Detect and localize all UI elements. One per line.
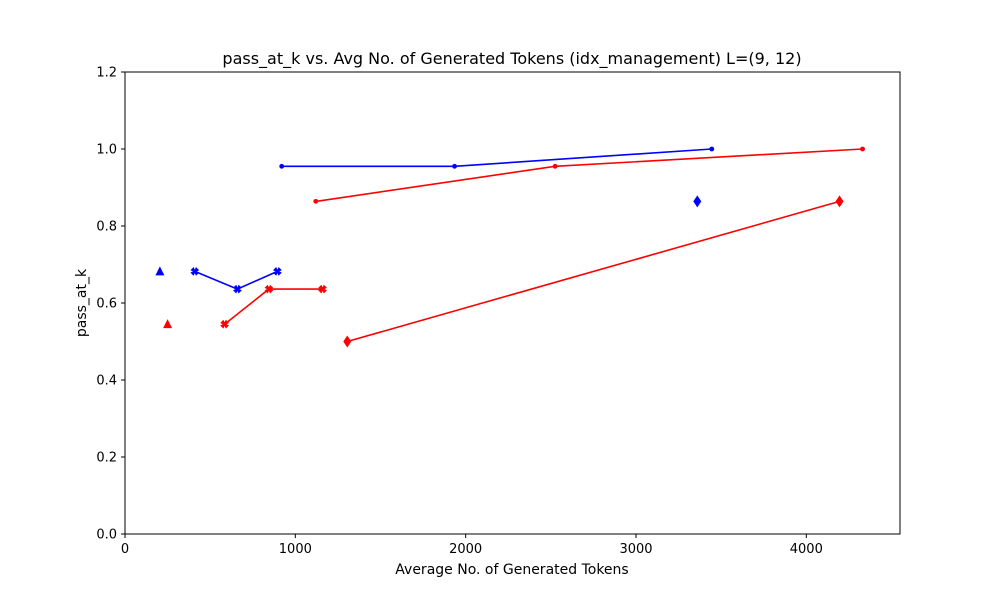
y-tick-label: 0.8	[96, 220, 117, 235]
data-point-circle	[552, 163, 558, 169]
x-tick-label: 0	[121, 542, 129, 557]
x-tick-label: 1000	[279, 542, 312, 557]
x-tick-label: 4000	[790, 542, 823, 557]
x-axis-label: Average No. of Generated Tokens	[395, 562, 628, 578]
series-line	[281, 148, 712, 168]
series-line	[224, 288, 323, 325]
data-point-x	[273, 267, 282, 276]
series-5	[190, 267, 282, 294]
data-point-diamond	[835, 195, 844, 208]
data-point-triangle	[155, 266, 165, 276]
y-tick-label: 1.2	[96, 66, 117, 81]
data-point-circle	[452, 163, 457, 169]
series-8	[343, 195, 844, 348]
y-tick-label: 0.2	[96, 451, 117, 466]
data-point-circle	[709, 146, 715, 152]
data-point-diamond	[693, 195, 702, 208]
data-point-circle	[313, 198, 319, 204]
series-1	[279, 146, 715, 169]
plot-series	[155, 146, 865, 348]
x-axis-ticks: 0 1000 2000 3000 4000	[121, 534, 823, 557]
y-tick-label: 0.6	[96, 297, 117, 312]
series-2	[313, 146, 865, 204]
series-line	[347, 200, 840, 343]
y-axis-ticks: 0.0 0.2 0.4 0.6 0.8 1.0 1.2	[96, 66, 125, 543]
series-3	[155, 266, 165, 276]
chart-title: pass_at_k vs. Avg No. of Generated Token…	[222, 49, 801, 69]
x-tick-label: 2000	[449, 542, 482, 557]
plot-frame	[124, 71, 901, 535]
data-point-circle	[860, 146, 865, 152]
y-tick-label: 0.0	[96, 528, 117, 543]
x-tick-label: 3000	[619, 542, 652, 557]
y-tick-label: 1.0	[96, 143, 117, 158]
data-point-x	[318, 284, 327, 294]
data-point-x	[220, 319, 229, 329]
data-point-triangle	[163, 319, 173, 329]
series-6	[220, 284, 327, 329]
y-tick-label: 0.4	[96, 374, 117, 389]
series-7	[693, 195, 702, 208]
data-point-circle	[279, 163, 285, 169]
series-4	[163, 319, 173, 329]
data-point-x	[190, 267, 200, 276]
data-point-x	[233, 284, 242, 294]
data-point-diamond	[343, 335, 352, 348]
data-point-x	[264, 284, 274, 294]
y-axis-label: pass_at_k	[74, 268, 90, 337]
